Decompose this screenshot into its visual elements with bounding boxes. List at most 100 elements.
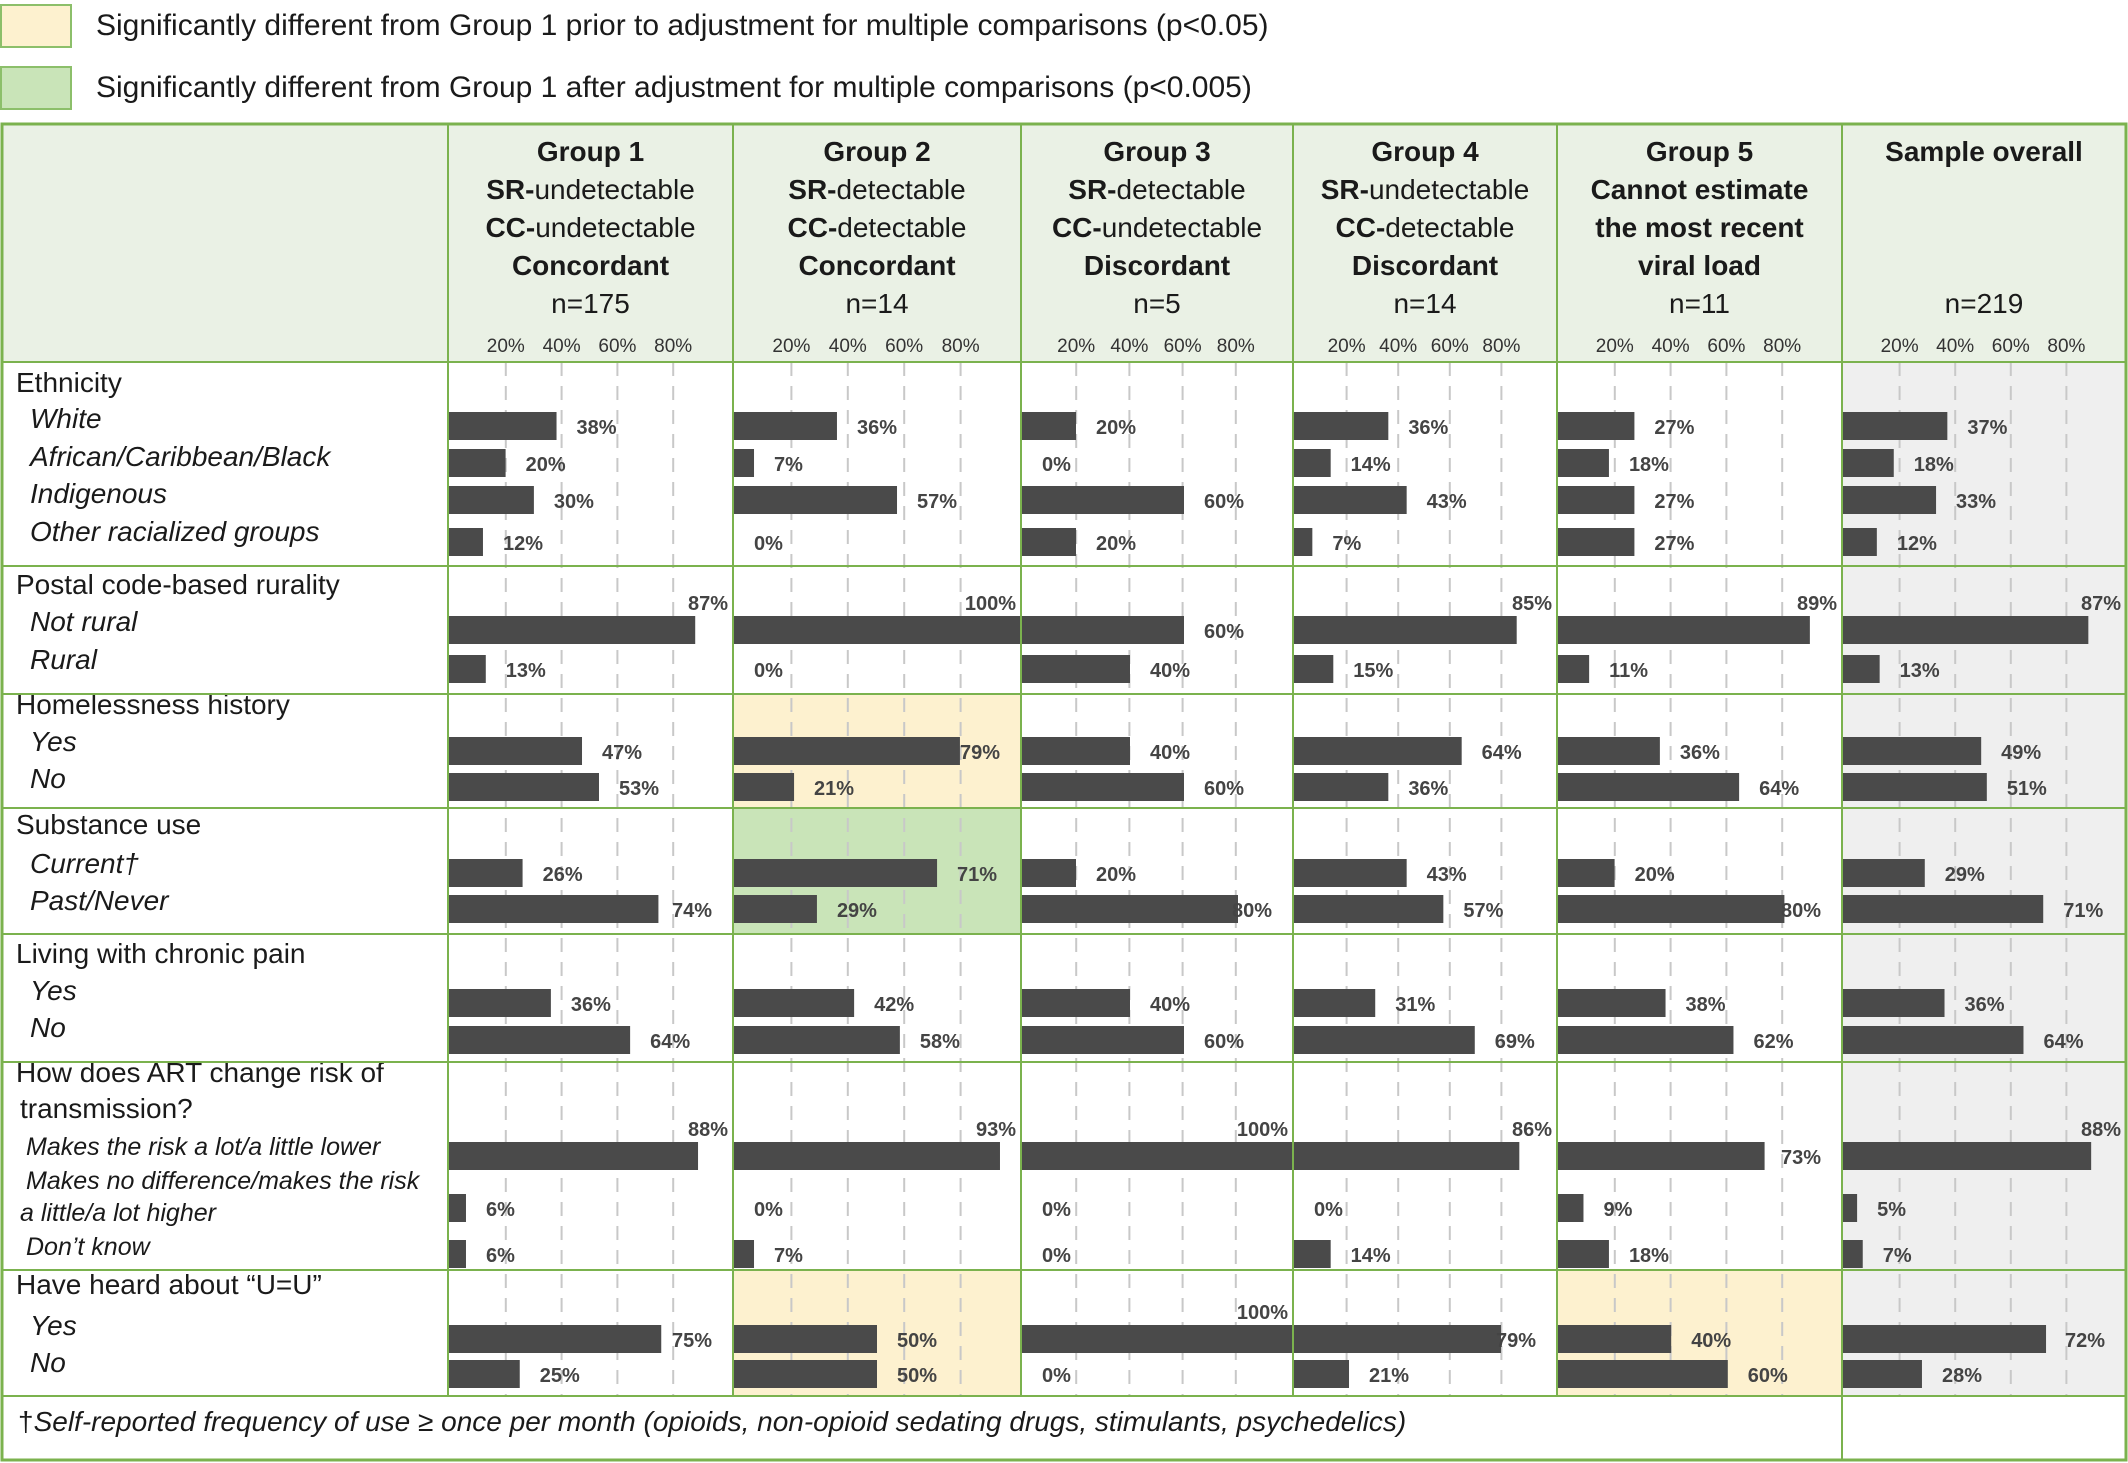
bar <box>1294 773 1389 801</box>
bar-value-label: 29% <box>837 900 877 922</box>
section-title: Ethnicity <box>16 367 122 398</box>
group-header-line: n=5 <box>1133 288 1181 319</box>
group-header-line: Concordant <box>798 250 955 281</box>
bar <box>1843 486 1937 514</box>
bar <box>734 773 795 801</box>
bar <box>1294 1142 1520 1170</box>
group-header-line: CC-undetectable <box>485 212 695 243</box>
axis-tick-label: 60% <box>1707 336 1745 357</box>
bar <box>1843 895 2044 923</box>
bar <box>1022 486 1184 514</box>
legend-label-pre: Significantly different from Group 1 pri… <box>96 9 1269 42</box>
bar <box>1843 1194 1858 1222</box>
bar <box>1294 737 1462 765</box>
row-label: African/Caribbean/Black <box>28 441 332 472</box>
bar-value-label: 28% <box>1942 1365 1982 1387</box>
bar-value-label: 14% <box>1351 454 1391 476</box>
axis-tick-label: 20% <box>1328 336 1366 357</box>
bar-value-label: 36% <box>571 994 611 1016</box>
bar-value-label: 51% <box>2007 778 2047 800</box>
bar <box>1843 1142 2092 1170</box>
bar-value-label: 14% <box>1351 1245 1391 1267</box>
bar-value-label: 11% <box>1609 660 1648 682</box>
bar <box>1022 1325 1292 1353</box>
bar <box>449 528 483 556</box>
bar <box>1558 773 1740 801</box>
bar <box>1843 655 1880 683</box>
bar-value-label: 36% <box>1408 778 1448 800</box>
group-header-line: SR-detectable <box>1068 174 1245 205</box>
row-label: Yes <box>30 975 77 1006</box>
bar <box>1294 859 1407 887</box>
bar-value-label: 58% <box>920 1031 960 1053</box>
axis-tick-label: 80% <box>1217 336 1255 357</box>
axis-tick-label: 40% <box>1936 336 1974 357</box>
bar-value-label: 15% <box>1353 660 1393 682</box>
row-label: Indigenous <box>30 478 167 509</box>
group-header-line: Group 1 <box>537 136 644 167</box>
axis-tick-label: 40% <box>543 336 581 357</box>
row-label: Rural <box>30 644 98 675</box>
bar <box>734 412 837 440</box>
axis-tick-label: 80% <box>942 336 980 357</box>
bar-value-label: 37% <box>1967 417 2007 439</box>
row-label: Makes the risk a lot/a little lower <box>26 1133 382 1161</box>
bar <box>1843 737 1982 765</box>
bar <box>1558 895 1785 923</box>
axis-tick-label: 60% <box>598 336 636 357</box>
bar-value-label: 40% <box>1150 742 1190 764</box>
bar-value-label: 64% <box>650 1031 690 1053</box>
group-header-line: Sample overall <box>1885 136 2083 167</box>
header-cell-fill <box>1021 124 1293 362</box>
bar <box>1022 528 1076 556</box>
header-cell-fill <box>448 124 733 362</box>
bar <box>1558 737 1660 765</box>
bar-value-label: 60% <box>1204 1031 1244 1053</box>
bar <box>734 1026 900 1054</box>
bar-value-label: 7% <box>774 1245 803 1267</box>
bar-value-label: 12% <box>503 533 543 555</box>
group-header-line: n=175 <box>551 288 630 319</box>
bar-value-label: 72% <box>2065 1330 2105 1352</box>
bar <box>1843 528 1877 556</box>
bar <box>734 1240 755 1268</box>
bar <box>1558 449 1609 477</box>
bar-value-label: 20% <box>1096 533 1136 555</box>
bar-value-label: 36% <box>1680 742 1720 764</box>
bar-value-label: 47% <box>602 742 642 764</box>
bar-value-label: 75% <box>672 1330 712 1352</box>
axis-tick-label: 80% <box>2047 336 2085 357</box>
bar-value-label: 0% <box>1042 1199 1071 1221</box>
bar <box>1558 1142 1765 1170</box>
bar-value-label: 100% <box>965 593 1016 615</box>
bar <box>1022 412 1076 440</box>
bar-value-label: 57% <box>1463 900 1503 922</box>
bar-value-label: 26% <box>543 864 583 886</box>
group-header-line: viral load <box>1638 250 1761 281</box>
header-cell-fill <box>1557 124 1842 362</box>
bar <box>1022 989 1130 1017</box>
group-header-line: Discordant <box>1084 250 1230 281</box>
bar <box>449 1194 466 1222</box>
bar-value-label: 27% <box>1654 533 1694 555</box>
group-header-line: SR-undetectable <box>1321 174 1530 205</box>
bar <box>1022 859 1076 887</box>
bar <box>1294 655 1334 683</box>
bar-value-label: 0% <box>754 533 783 555</box>
row-label: Yes <box>30 1310 77 1341</box>
bar <box>734 737 960 765</box>
header-cell-fill <box>1293 124 1557 362</box>
bar-value-label: 93% <box>976 1119 1016 1141</box>
bar-value-label: 36% <box>1965 994 2005 1016</box>
bar-value-label: 21% <box>814 778 854 800</box>
section-title: Living with chronic pain <box>16 938 306 969</box>
axis-tick-label: 80% <box>1482 336 1520 357</box>
bar-value-label: 36% <box>1408 417 1448 439</box>
bar-value-label: 21% <box>1369 1365 1409 1387</box>
bar <box>449 412 557 440</box>
bar <box>1558 1360 1728 1388</box>
bar-value-label: 64% <box>1759 778 1799 800</box>
bar <box>1294 895 1444 923</box>
bar-value-label: 38% <box>577 417 617 439</box>
bar <box>734 449 755 477</box>
